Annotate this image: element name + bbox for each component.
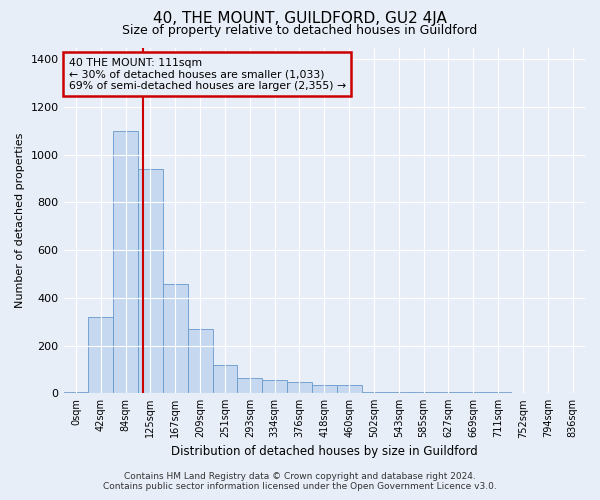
Bar [138, 169, 163, 393]
Bar [312, 385, 337, 393]
Text: 40 THE MOUNT: 111sqm
← 30% of detached houses are smaller (1,033)
69% of semi-de: 40 THE MOUNT: 111sqm ← 30% of detached h… [69, 58, 346, 91]
Bar [188, 329, 212, 393]
Bar [163, 284, 188, 393]
Bar [362, 392, 386, 393]
Bar [287, 382, 312, 393]
Bar [262, 380, 287, 393]
Y-axis label: Number of detached properties: Number of detached properties [15, 132, 25, 308]
Bar [411, 392, 436, 393]
Bar [337, 385, 362, 393]
Text: Size of property relative to detached houses in Guildford: Size of property relative to detached ho… [122, 24, 478, 37]
Text: 40, THE MOUNT, GUILDFORD, GU2 4JA: 40, THE MOUNT, GUILDFORD, GU2 4JA [153, 11, 447, 26]
Bar [386, 392, 411, 393]
Bar [88, 317, 113, 393]
Bar [436, 392, 461, 393]
Bar [461, 392, 485, 393]
Bar [212, 364, 238, 393]
Bar [238, 378, 262, 393]
X-axis label: Distribution of detached houses by size in Guildford: Distribution of detached houses by size … [171, 444, 478, 458]
Bar [485, 392, 511, 393]
Bar [113, 131, 138, 393]
Bar [64, 392, 88, 393]
Text: Contains HM Land Registry data © Crown copyright and database right 2024.
Contai: Contains HM Land Registry data © Crown c… [103, 472, 497, 491]
